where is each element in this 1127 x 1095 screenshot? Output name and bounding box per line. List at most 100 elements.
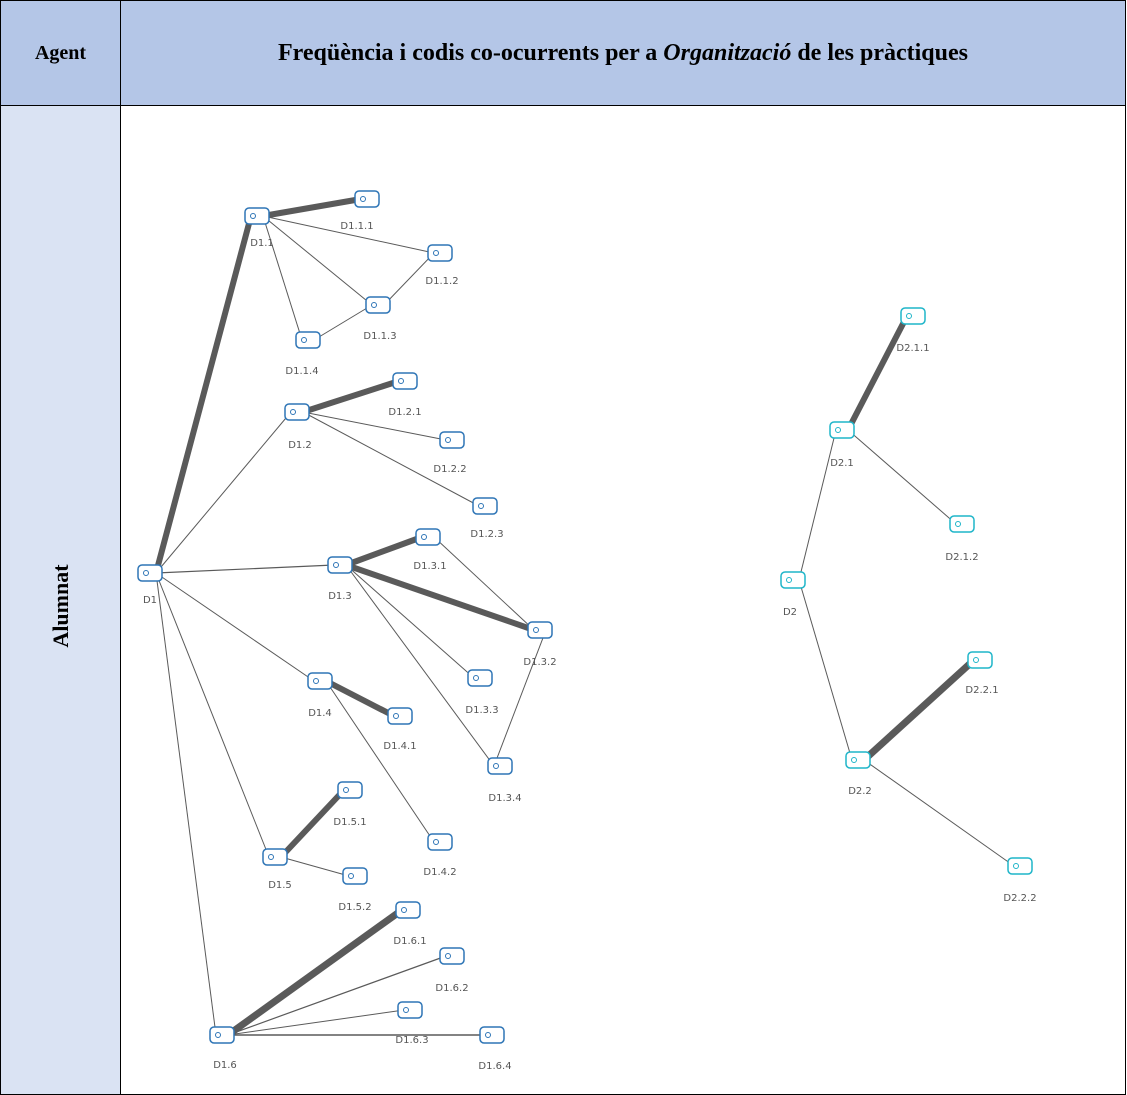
node-icon: [527, 621, 553, 639]
edge: [262, 196, 362, 219]
node-label: D1.3.3: [465, 705, 498, 716]
edge: [262, 215, 435, 254]
title-part: Freqüència i codis co-ocurrents per a: [278, 39, 658, 66]
node-label: D1.4.2: [423, 867, 456, 878]
node: D1.2.1: [388, 372, 422, 418]
node: D1.3.4: [487, 757, 522, 804]
node: D1.3.3: [465, 669, 499, 716]
edge: [345, 562, 535, 633]
node: D2.2.2: [1003, 857, 1037, 904]
edge: [155, 572, 270, 858]
node: D1.1.3: [363, 296, 397, 342]
node-label: D1.5: [268, 880, 292, 891]
node-label: D2: [783, 607, 797, 618]
node-label: D1.1: [250, 238, 274, 249]
node-icon: [342, 867, 368, 885]
node-icon: [472, 497, 498, 515]
node-icon-dot: [348, 873, 354, 879]
node-icon: [392, 372, 418, 390]
node-label: D1.6.3: [395, 1035, 428, 1046]
node-icon-dot: [786, 577, 792, 583]
node-icon: [467, 669, 493, 687]
node-label: D1.1.3: [363, 331, 396, 342]
node-icon: [137, 564, 163, 582]
node-label: D2.2.2: [1003, 893, 1036, 904]
node: D1.4.2: [423, 833, 457, 878]
node-label: D1.1.1: [340, 221, 373, 232]
title-part: de les pràctiques: [797, 39, 968, 66]
edge: [345, 564, 475, 679]
edge: [863, 759, 1015, 867]
edge: [325, 680, 435, 843]
node-icon: [387, 707, 413, 725]
node-icon-dot: [401, 907, 407, 913]
header-agent: Agent: [0, 0, 121, 106]
node-icon-dot: [371, 302, 377, 308]
node-label: D1.6.4: [478, 1061, 511, 1072]
edge: [155, 572, 315, 682]
node: D2.1: [829, 421, 855, 469]
node-icon: [209, 1026, 235, 1044]
node: D1.1.4: [285, 331, 321, 377]
node-icon-dot: [1013, 863, 1019, 869]
node: D1.4: [307, 672, 333, 719]
node-icon-dot: [393, 713, 399, 719]
node-label: D1.4: [308, 708, 332, 719]
node-label: D1.3.1: [413, 561, 446, 572]
node-label: D1.2.2: [433, 464, 466, 475]
edge: [262, 215, 373, 306]
node-icon: [365, 296, 391, 314]
node: D1.6.4: [478, 1026, 512, 1072]
node-icon: [354, 190, 380, 208]
edge: [225, 907, 405, 1038]
edge: [302, 378, 400, 415]
node-label: D1.5.1: [333, 817, 366, 828]
edge: [383, 252, 435, 306]
node: D1.6.2: [435, 947, 469, 994]
edge: [861, 657, 977, 763]
node-label: D1.2.3: [470, 529, 503, 540]
node-icon-dot: [835, 427, 841, 433]
node-label: D1.2.1: [388, 407, 421, 418]
node-icon-dot: [445, 953, 451, 959]
node-icon-dot: [445, 437, 451, 443]
edge: [155, 564, 335, 574]
edge: [227, 955, 447, 1036]
edge: [847, 429, 957, 525]
node-icon-dot: [313, 678, 319, 684]
node-icon: [284, 403, 310, 421]
edge: [493, 629, 547, 767]
edge: [345, 564, 495, 767]
node-label: D2.1.2: [945, 552, 978, 563]
node-icon-dot: [955, 521, 961, 527]
node-label: D1.1.4: [285, 366, 318, 377]
node: D1.2.3: [470, 497, 504, 540]
node-icon: [244, 207, 270, 225]
diagram-cell: [120, 105, 1126, 1095]
edge: [313, 304, 373, 341]
node-label: D2.2.1: [965, 685, 998, 696]
node-label: D1.6.1: [393, 936, 426, 947]
edge: [278, 787, 347, 860]
node-icon-dot: [973, 657, 979, 663]
node-label: D1.2: [288, 440, 312, 451]
edge: [798, 429, 837, 581]
node: D1.4.1: [383, 707, 417, 752]
node-label: D1.3.4: [488, 793, 521, 804]
node-icon: [1007, 857, 1033, 875]
edge: [155, 411, 292, 574]
node-icon-dot: [301, 337, 307, 343]
node: D2: [780, 571, 806, 618]
node: D1.6.1: [393, 901, 427, 947]
node-icon: [397, 1001, 423, 1019]
node-icon-dot: [268, 854, 274, 860]
node-icon: [395, 901, 421, 919]
node-icon-dot: [333, 562, 339, 568]
node-icon-dot: [433, 250, 439, 256]
node-icon-dot: [851, 757, 857, 763]
node-label: D1.6: [213, 1060, 237, 1071]
node: D1.5.1: [333, 781, 367, 828]
node-icon-dot: [398, 378, 404, 384]
node: D1.5: [262, 848, 292, 891]
node-icon-dot: [343, 787, 349, 793]
